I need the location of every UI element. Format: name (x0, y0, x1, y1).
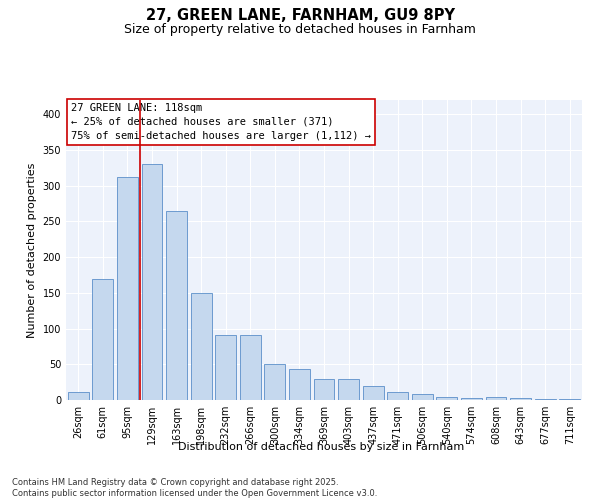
Bar (436, 397, 457, 400)
Bar (510, 398, 531, 400)
Bar (265, 364, 286, 400)
Text: Size of property relative to detached houses in Farnham: Size of property relative to detached ho… (124, 22, 476, 36)
Bar (142, 164, 163, 400)
Bar (387, 392, 408, 400)
Y-axis label: Number of detached properties: Number of detached properties (27, 162, 37, 338)
Bar (92, 278, 113, 400)
Bar (461, 398, 482, 400)
Bar (240, 335, 261, 400)
Bar (362, 386, 383, 400)
Bar (535, 398, 556, 400)
Text: 27 GREEN LANE: 118sqm
← 25% of detached houses are smaller (371)
75% of semi-det: 27 GREEN LANE: 118sqm ← 25% of detached … (71, 103, 371, 141)
Text: Distribution of detached houses by size in Farnham: Distribution of detached houses by size … (178, 442, 464, 452)
Bar (289, 370, 310, 400)
Text: 27, GREEN LANE, FARNHAM, GU9 8PY: 27, GREEN LANE, FARNHAM, GU9 8PY (146, 8, 455, 22)
Bar (191, 293, 212, 400)
Text: Contains HM Land Registry data © Crown copyright and database right 2025.
Contai: Contains HM Land Registry data © Crown c… (12, 478, 377, 498)
Bar (314, 380, 334, 400)
Bar (117, 177, 138, 400)
Bar (412, 394, 433, 400)
Bar (166, 210, 187, 400)
Bar (485, 397, 506, 400)
Bar (68, 392, 89, 400)
Bar (215, 335, 236, 400)
Bar (559, 398, 580, 400)
Bar (338, 380, 359, 400)
